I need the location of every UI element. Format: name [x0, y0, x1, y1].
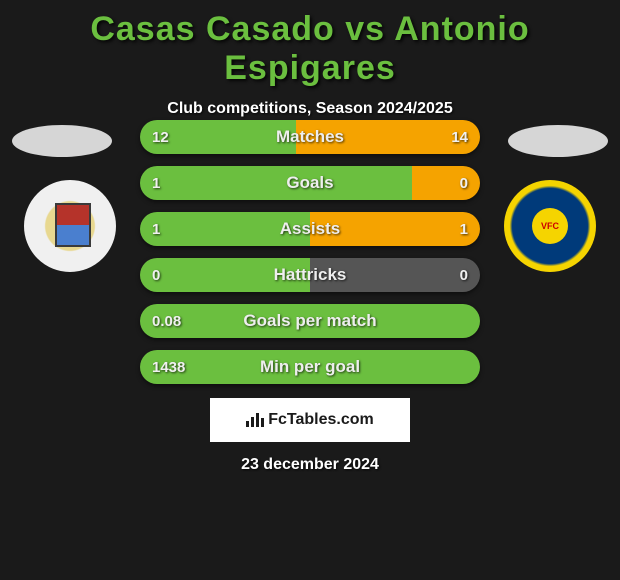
- shield-icon: [55, 203, 91, 247]
- watermark: FcTables.com: [210, 398, 410, 442]
- subtitle: Club competitions, Season 2024/2025: [0, 100, 620, 118]
- stat-right-value: 0: [460, 258, 468, 292]
- stat-row-goals-per-match: 0.08 Goals per match: [140, 304, 480, 338]
- stat-right-value: 1: [460, 212, 468, 246]
- stat-label: Goals per match: [140, 304, 480, 338]
- club-badge-right: VFC: [504, 180, 596, 272]
- comparison-card: Casas Casado vs Antonio Espigares Club c…: [0, 0, 620, 580]
- stat-row-matches: 12 Matches 14: [140, 120, 480, 154]
- stat-row-min-per-goal: 1438 Min per goal: [140, 350, 480, 384]
- bar-chart-icon: [246, 413, 264, 427]
- stat-label: Goals: [140, 166, 480, 200]
- stat-row-goals: 1 Goals 0: [140, 166, 480, 200]
- stats-panel: 12 Matches 14 1 Goals 0 1 Assists 1: [140, 120, 480, 396]
- stat-right-value: 14: [451, 120, 468, 154]
- watermark-text: FcTables.com: [268, 411, 374, 429]
- stat-label: Matches: [140, 120, 480, 154]
- player-marker-left: [12, 125, 112, 157]
- page-title: Casas Casado vs Antonio Espigares: [0, 0, 620, 88]
- stat-right-value: 0: [460, 166, 468, 200]
- stat-label: Hattricks: [140, 258, 480, 292]
- club-badge-left: [24, 180, 116, 272]
- stat-row-assists: 1 Assists 1: [140, 212, 480, 246]
- stat-label: Min per goal: [140, 350, 480, 384]
- player-marker-right: [508, 125, 608, 157]
- club-crest-icon: VFC: [532, 208, 568, 244]
- date-label: 23 december 2024: [0, 456, 620, 474]
- stat-row-hattricks: 0 Hattricks 0: [140, 258, 480, 292]
- stat-label: Assists: [140, 212, 480, 246]
